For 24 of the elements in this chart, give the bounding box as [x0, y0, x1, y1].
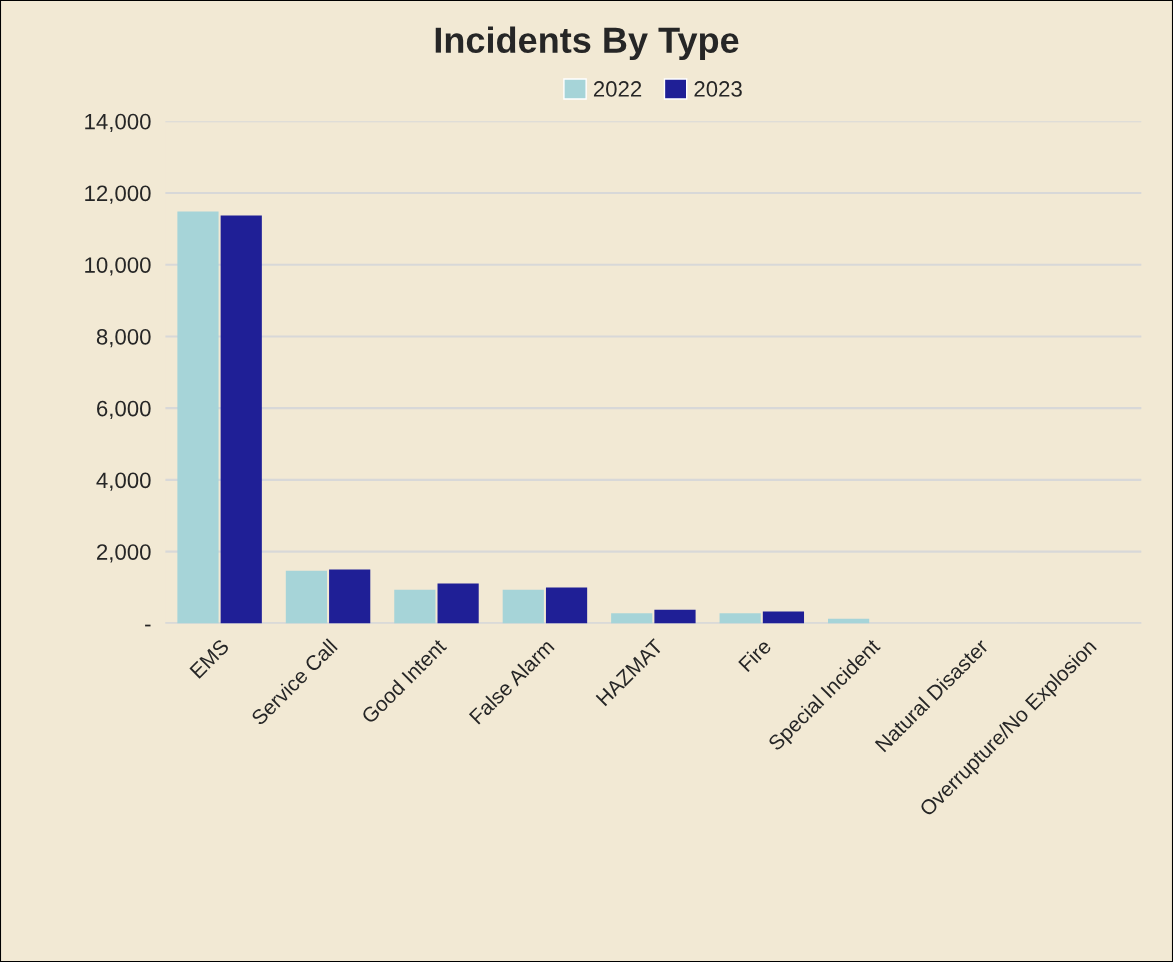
bar [502, 589, 544, 624]
y-tick-label: 14,000 [85, 113, 151, 133]
bar [329, 569, 371, 624]
y-tick-label: 12,000 [85, 185, 151, 204]
bar [220, 215, 262, 624]
y-tick-label: 8,000 [96, 328, 151, 348]
y-tick-label: 2,000 [97, 544, 151, 563]
bar [762, 611, 805, 624]
legend-label: 2023 [694, 81, 742, 97]
bar [437, 583, 479, 624]
legend-label: 2022 [593, 81, 642, 97]
bar [545, 587, 588, 624]
bar [177, 211, 219, 624]
y-tick-label: 4,000 [96, 472, 151, 491]
bar [654, 609, 696, 624]
bar [719, 613, 761, 624]
chart-title: Incidents By Type [435, 26, 739, 61]
bar [285, 570, 328, 624]
y-tick-label: 6,000 [97, 400, 151, 420]
bar [394, 589, 436, 624]
y-tick-label: 10,000 [85, 257, 151, 276]
y-tick-label: - [145, 624, 151, 627]
bar [611, 613, 653, 624]
x-tick-label: Fire [737, 637, 772, 673]
